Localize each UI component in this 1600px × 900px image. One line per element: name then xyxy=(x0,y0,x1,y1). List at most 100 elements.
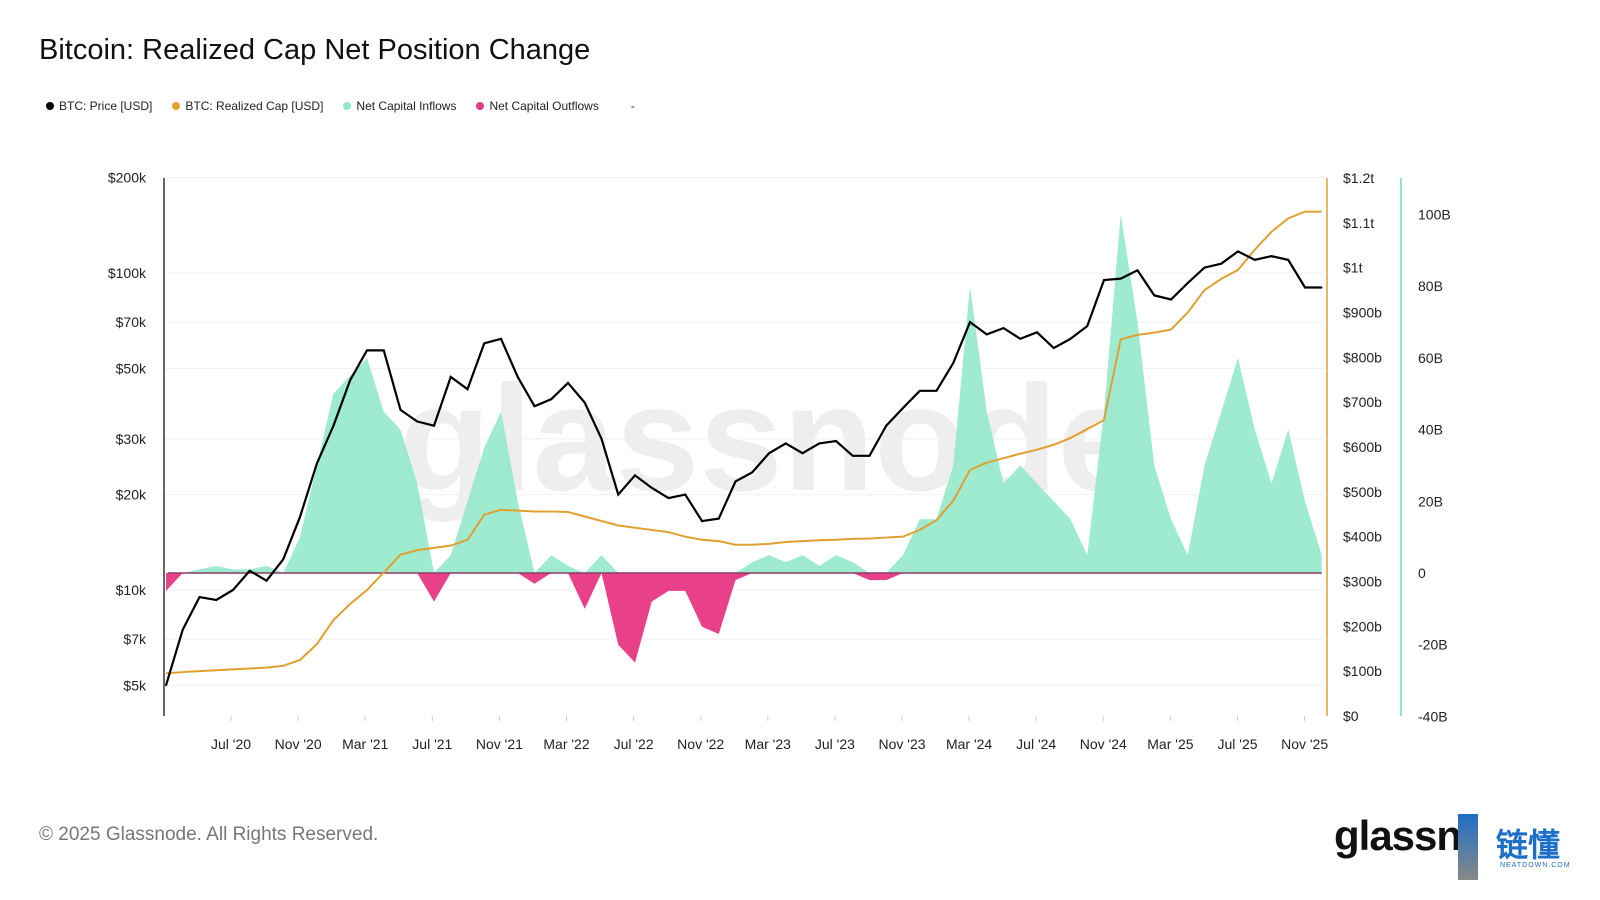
y-right-cap-tick-label: $0 xyxy=(1343,708,1359,724)
y-right-flow-tick-label: 40B xyxy=(1418,422,1443,438)
x-tick-label: Mar '21 xyxy=(342,736,388,752)
price-point xyxy=(1287,259,1290,261)
y-left-tick-label: $30k xyxy=(116,431,147,447)
y-right-flow-tick-label: 0 xyxy=(1418,565,1426,581)
price-point xyxy=(1237,250,1239,253)
price-point xyxy=(1170,298,1172,301)
price-point xyxy=(349,379,352,381)
price-point xyxy=(315,463,318,465)
chart-title: Bitcoin: Realized Cap Net Position Chang… xyxy=(39,34,591,66)
price-point xyxy=(215,599,218,601)
y-left-tick-label: $100k xyxy=(108,265,147,281)
x-tick-label: Jul '21 xyxy=(412,736,452,752)
price-point xyxy=(734,480,737,483)
price-point xyxy=(382,349,385,352)
x-tick-label: Nov '22 xyxy=(677,736,724,752)
price-point xyxy=(366,349,368,352)
price-point xyxy=(198,596,201,598)
net-capital-inflows-area xyxy=(166,214,1322,573)
price-point xyxy=(433,424,435,427)
price-point xyxy=(1253,259,1256,261)
price-point xyxy=(449,376,452,378)
price-point xyxy=(818,442,821,445)
price-point xyxy=(784,442,787,445)
price-point xyxy=(483,342,486,345)
y-left-tick-label: $200k xyxy=(108,170,147,186)
legend-item-dash[interactable]: - xyxy=(631,99,635,113)
legend-label: Net Capital Inflows xyxy=(356,99,457,113)
y-right-cap-tick-label: $1.1t xyxy=(1343,215,1374,231)
neatdown-logo-mark xyxy=(1458,814,1478,880)
btc-price-line xyxy=(164,250,1322,686)
price-point xyxy=(1153,294,1156,297)
legend-label: BTC: Realized Cap [USD] xyxy=(185,99,324,113)
price-point xyxy=(1220,262,1223,265)
x-tick-label: Mar '24 xyxy=(946,736,992,752)
x-tick-label: Jul '24 xyxy=(1016,736,1056,752)
y-right-flow-tick-label: 80B xyxy=(1418,278,1443,294)
y-right-cap-tick-label: $1t xyxy=(1343,260,1363,276)
y-left-tick-label: $10k xyxy=(116,582,147,598)
x-tick-label: Mar '23 xyxy=(745,736,791,752)
legend-item-realized-cap[interactable]: BTC: Realized Cap [USD] xyxy=(172,99,323,113)
x-tick-label: Nov '23 xyxy=(878,736,925,752)
legend-label: Net Capital Outflows xyxy=(489,99,599,113)
price-point xyxy=(1036,331,1038,334)
price-point xyxy=(1304,286,1306,289)
y-right-flow-tick-label: 20B xyxy=(1418,493,1443,509)
y-left-tick-label: $20k xyxy=(116,487,147,503)
y-right-cap-tick-label: $300b xyxy=(1343,574,1382,590)
price-point xyxy=(550,398,553,400)
price-point xyxy=(567,382,569,384)
price-point xyxy=(902,407,904,409)
price-point xyxy=(265,579,268,582)
legend-label: BTC: Price [USD] xyxy=(59,99,153,113)
price-point xyxy=(835,440,837,442)
price-point xyxy=(416,420,419,423)
price-point xyxy=(1119,277,1122,280)
neatdown-logo-sub: NEATDOWN.COM xyxy=(1500,862,1571,869)
y-right-flow-tick-label: 100B xyxy=(1418,207,1451,223)
price-point xyxy=(516,376,519,378)
price-point xyxy=(768,452,770,455)
price-point xyxy=(667,497,670,499)
price-point xyxy=(1103,279,1105,281)
price-point xyxy=(299,516,301,518)
price-point xyxy=(1136,269,1139,272)
price-point xyxy=(181,628,184,631)
price-point xyxy=(868,455,871,457)
realized-cap-line xyxy=(165,210,1322,675)
price-point xyxy=(885,424,888,427)
price-point xyxy=(717,517,720,520)
y-right-cap-tick-label: $900b xyxy=(1343,305,1382,321)
y-right-cap-tick-label: $1.2t xyxy=(1343,170,1374,186)
price-point xyxy=(399,409,402,411)
y-right-cap-tick-label: $500b xyxy=(1343,484,1382,500)
price-point xyxy=(969,321,971,323)
price-point xyxy=(1270,255,1273,257)
net-capital-outflows-area xyxy=(166,573,1322,663)
price-point xyxy=(935,390,938,392)
y-left-tick-label: $5k xyxy=(123,677,147,693)
price-point xyxy=(500,338,502,340)
legend-item-inflows[interactable]: Net Capital Inflows xyxy=(343,99,456,113)
x-tick-label: Nov '20 xyxy=(275,736,322,752)
price-point xyxy=(1019,338,1022,340)
legend-item-outflows[interactable]: Net Capital Outflows xyxy=(476,99,599,113)
price-point xyxy=(1069,338,1072,340)
price-point xyxy=(918,390,921,392)
price-point xyxy=(1086,325,1089,327)
price-point xyxy=(232,589,234,591)
legend-item-price[interactable]: BTC: Price [USD] xyxy=(46,99,152,113)
x-tick-label: Jul '20 xyxy=(211,736,251,752)
price-point xyxy=(165,684,167,687)
x-tick-label: Jul '25 xyxy=(1217,736,1257,752)
x-tick-label: Jul '22 xyxy=(614,736,654,752)
x-tick-label: Jul '23 xyxy=(815,736,855,752)
price-point xyxy=(248,569,251,572)
legend-label: - xyxy=(630,99,635,113)
x-tick-label: Nov '24 xyxy=(1080,736,1127,752)
price-point xyxy=(1186,282,1189,284)
x-tick-label: Mar '25 xyxy=(1147,736,1193,752)
